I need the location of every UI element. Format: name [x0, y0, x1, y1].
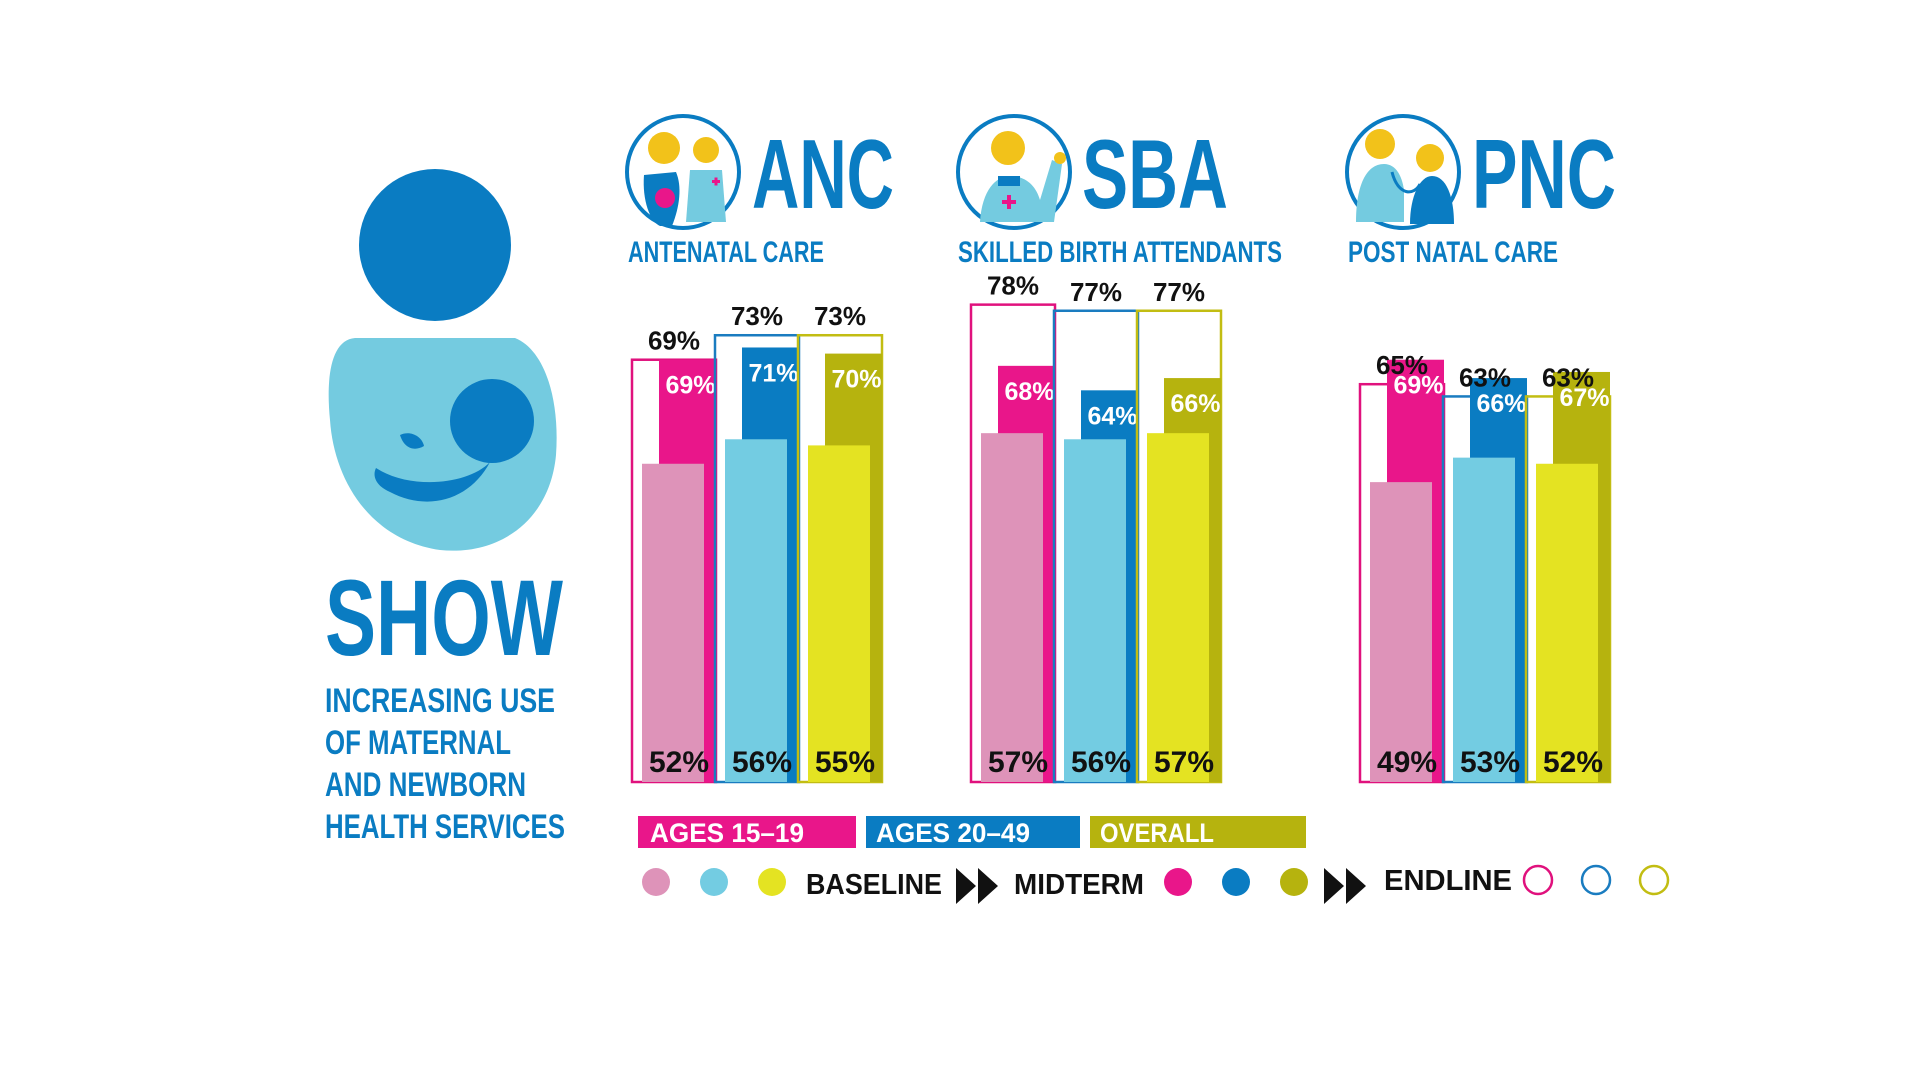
label-endline-sba-ages-20-49: 77%: [1070, 277, 1122, 307]
label-midterm-sba-overall: 66%: [1170, 390, 1220, 418]
label-midterm-pnc-ages-15-19: 69%: [1393, 372, 1443, 400]
bar-baseline-anc-overall: [808, 445, 870, 782]
legend-dot-baseline-overall: [758, 868, 786, 896]
tagline-line-2: OF MATERNAL: [325, 724, 511, 762]
legend-label-midterm: MIDTERM: [1014, 869, 1144, 901]
label-endline-pnc-overall: 63%: [1542, 362, 1594, 392]
label-midterm-anc-overall: 70%: [831, 366, 881, 394]
legend: AGES 15–19 AGES 20–49 OVERALL BASELINE M…: [638, 816, 1670, 904]
tagline-line-4: HEALTH SERVICES: [325, 808, 565, 846]
panel-title-sba: SBA: [1082, 119, 1228, 229]
panel-subtitle-anc: ANTENATAL CARE: [628, 236, 824, 269]
bar-baseline-pnc-ages-20-49: [1453, 457, 1515, 782]
bar-baseline-pnc-overall: [1536, 463, 1598, 782]
legend-dot-midterm-overall: [1280, 868, 1308, 896]
label-baseline-anc-ages-20-49: 56%: [732, 746, 792, 779]
bar-baseline-pnc-ages-15-19: [1370, 482, 1432, 782]
legend-dot-baseline-ages-15-19: [642, 868, 670, 896]
health-worker-icon: [956, 114, 1072, 230]
stethoscope-exam-icon: [1345, 114, 1461, 230]
panel-header-sba: SBA SKILLED BIRTH ATTENDANTS: [956, 114, 1282, 269]
panel-header-pnc: PNC POST NATAL CARE: [1345, 114, 1616, 269]
panel-subtitle-sba: SKILLED BIRTH ATTENDANTS: [958, 236, 1282, 269]
panel-header-anc: ANC ANTENATAL CARE: [625, 114, 894, 269]
label-baseline-pnc-overall: 52%: [1543, 746, 1603, 779]
legend-label-ages-20-49: AGES 20–49: [876, 818, 1030, 848]
legend-dot-baseline-ages-20-49: [700, 868, 728, 896]
label-baseline-pnc-ages-20-49: 53%: [1460, 746, 1520, 779]
bar-baseline-anc-ages-15-19: [642, 463, 704, 782]
label-midterm-sba-ages-20-49: 64%: [1087, 402, 1137, 430]
bar-baseline-anc-ages-20-49: [725, 439, 787, 782]
legend-arrow-icon-1: [956, 868, 998, 904]
label-midterm-anc-ages-15-19: 69%: [665, 372, 715, 400]
label-baseline-sba-ages-15-19: 57%: [988, 746, 1048, 779]
legend-label-overall: OVERALL: [1100, 818, 1214, 848]
mother-baby-icon: [328, 169, 557, 551]
panel-title-anc: ANC: [752, 119, 894, 229]
label-midterm-sba-ages-15-19: 68%: [1004, 378, 1054, 406]
bar-baseline-sba-overall: [1147, 433, 1209, 782]
label-midterm-pnc-ages-20-49: 66%: [1476, 390, 1526, 418]
tagline-line-1: INCREASING USE: [325, 682, 555, 720]
legend-ring-endline-ages-20-49: [1580, 864, 1612, 896]
label-endline-sba-ages-15-19: 78%: [987, 271, 1039, 301]
legend-ring-endline-overall: [1638, 864, 1670, 896]
legend-chip-ages-20-49: [866, 816, 1080, 848]
label-baseline-sba-overall: 57%: [1154, 746, 1214, 779]
legend-chip-ages-15-19: [638, 816, 856, 848]
label-endline-pnc-ages-15-19: 65%: [1376, 350, 1428, 380]
brand-tagline: INCREASING USE OF MATERNAL AND NEWBORN H…: [325, 682, 565, 846]
legend-dot-midterm-ages-20-49: [1222, 868, 1250, 896]
legend-arrow-icon-2: [1324, 868, 1366, 904]
label-baseline-sba-ages-20-49: 56%: [1071, 746, 1131, 779]
label-baseline-pnc-ages-15-19: 49%: [1377, 746, 1437, 779]
legend-chip-overall: [1090, 816, 1306, 848]
tagline-line-3: AND NEWBORN: [325, 766, 526, 804]
bar-baseline-sba-ages-20-49: [1064, 439, 1126, 782]
label-baseline-anc-ages-15-19: 52%: [649, 746, 709, 779]
panel-subtitle-pnc: POST NATAL CARE: [1348, 236, 1558, 269]
label-endline-sba-overall: 77%: [1153, 277, 1205, 307]
label-midterm-pnc-overall: 67%: [1559, 384, 1609, 412]
brand-name: SHOW: [325, 557, 563, 678]
label-midterm-anc-ages-20-49: 71%: [748, 359, 798, 387]
legend-label-ages-15-19: AGES 15–19: [650, 818, 804, 848]
legend-ring-endline-ages-15-19: [1522, 864, 1554, 896]
label-baseline-anc-overall: 55%: [815, 746, 875, 779]
bars-layer: 69% 69% 52% 73% 71% 56% 73% 70% 55% 78% 68% 57% 77% 6…: [630, 271, 1612, 784]
label-endline-anc-overall: 73%: [814, 301, 866, 331]
legend-dot-midterm-ages-15-19: [1164, 868, 1192, 896]
mother-and-health-worker-icon: [625, 114, 741, 230]
label-endline-anc-ages-15-19: 69%: [648, 326, 700, 356]
bar-baseline-sba-ages-15-19: [981, 433, 1043, 782]
legend-label-baseline: BASELINE: [806, 869, 942, 901]
panel-title-pnc: PNC: [1472, 119, 1616, 229]
label-endline-anc-ages-20-49: 73%: [731, 301, 783, 331]
label-endline-pnc-ages-20-49: 63%: [1459, 362, 1511, 392]
legend-label-endline: ENDLINE: [1384, 865, 1512, 897]
